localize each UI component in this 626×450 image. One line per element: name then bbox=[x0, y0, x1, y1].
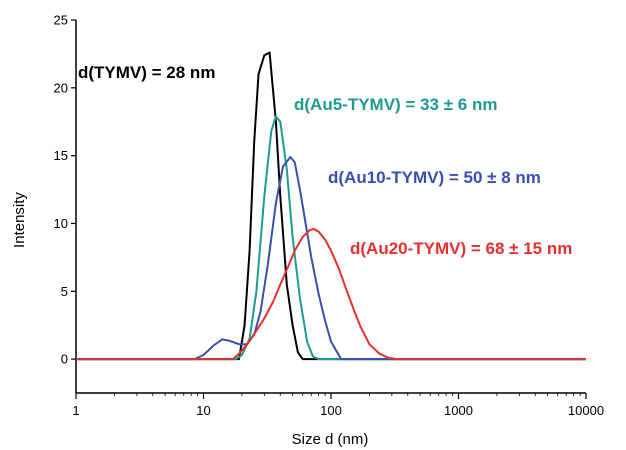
axes: 0 5 10 15 20 25 1 10 100 1000 10000 bbox=[54, 13, 605, 419]
x-tick-label: 10000 bbox=[568, 403, 604, 418]
x-tick-label: 1000 bbox=[444, 403, 473, 418]
annotation-label-1: d(Au5-TYMV) = 33 ± 6 nm bbox=[294, 95, 497, 114]
x-tick-label: 1 bbox=[72, 403, 79, 418]
y-tick-label: 20 bbox=[54, 80, 68, 95]
y-tick-label: 10 bbox=[54, 216, 68, 231]
annotation-label-0: d(TYMV) = 28 nm bbox=[78, 63, 215, 82]
x-axis-title: Size d (nm) bbox=[292, 431, 369, 448]
annotation-label-3: d(Au20-TYMV) = 68 ± 15 nm bbox=[350, 239, 572, 258]
y-tick-label: 0 bbox=[61, 352, 68, 367]
series-layer bbox=[76, 51, 586, 361]
annotation-layer: d(TYMV) = 28 nm d(Au5-TYMV) = 33 ± 6 nm d(… bbox=[78, 63, 572, 258]
annotation-label-2: d(Au10-TYMV) = 50 ± 8 nm bbox=[328, 168, 541, 187]
y-tick-label: 5 bbox=[61, 284, 68, 299]
x-tick-label: 10 bbox=[196, 403, 210, 418]
y-tick-label: 25 bbox=[54, 13, 68, 28]
x-tick-label: 100 bbox=[320, 403, 342, 418]
series-line-1 bbox=[76, 115, 586, 361]
y-tick-label: 15 bbox=[54, 148, 68, 163]
series-line-2 bbox=[76, 156, 586, 361]
series-line-3 bbox=[76, 227, 586, 361]
series-line-0 bbox=[76, 51, 586, 361]
y-axis-title: Intensity bbox=[11, 192, 28, 248]
